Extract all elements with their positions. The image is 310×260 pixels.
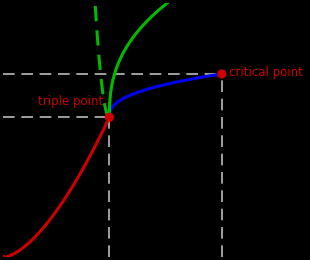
Text: triple point: triple point [38, 95, 103, 108]
Point [107, 115, 112, 119]
Text: critical point: critical point [229, 66, 303, 79]
Point [219, 72, 224, 76]
